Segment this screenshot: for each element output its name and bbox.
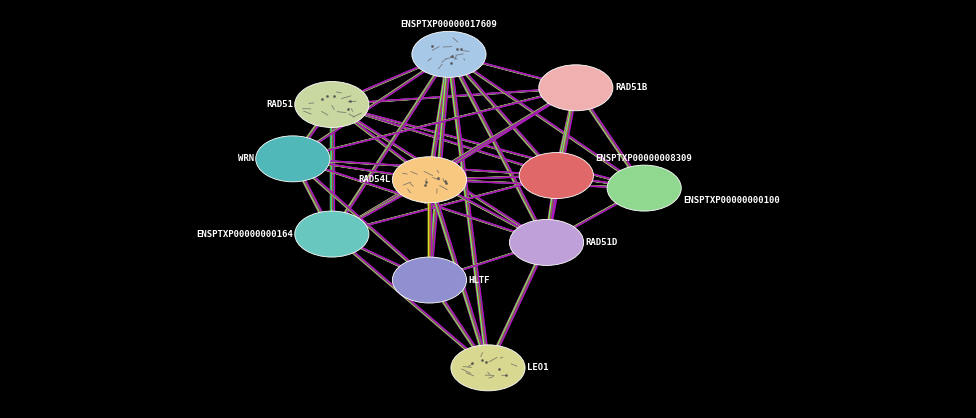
Ellipse shape [509, 219, 584, 265]
Ellipse shape [392, 257, 467, 303]
Text: LEO1: LEO1 [527, 363, 549, 372]
Ellipse shape [256, 136, 330, 182]
Text: HLTF: HLTF [468, 275, 490, 285]
Text: ENSPTXP00000000164: ENSPTXP00000000164 [196, 229, 293, 239]
Text: RAD51B: RAD51B [615, 83, 647, 92]
Ellipse shape [412, 31, 486, 77]
Text: ENSPTXP00000017609: ENSPTXP00000017609 [400, 20, 498, 29]
Ellipse shape [295, 211, 369, 257]
Ellipse shape [607, 165, 681, 211]
Text: ENSPTXP00000000100: ENSPTXP00000000100 [683, 196, 780, 205]
Ellipse shape [519, 153, 593, 199]
Ellipse shape [392, 157, 467, 203]
Text: RAD54L: RAD54L [358, 175, 390, 184]
Ellipse shape [451, 345, 525, 391]
Text: RAD51D: RAD51D [586, 238, 618, 247]
Ellipse shape [295, 82, 369, 127]
Text: ENSPTXP00000008309: ENSPTXP00000008309 [595, 154, 692, 163]
Ellipse shape [539, 65, 613, 111]
Text: RAD51: RAD51 [265, 100, 293, 109]
Text: WRN: WRN [237, 154, 254, 163]
